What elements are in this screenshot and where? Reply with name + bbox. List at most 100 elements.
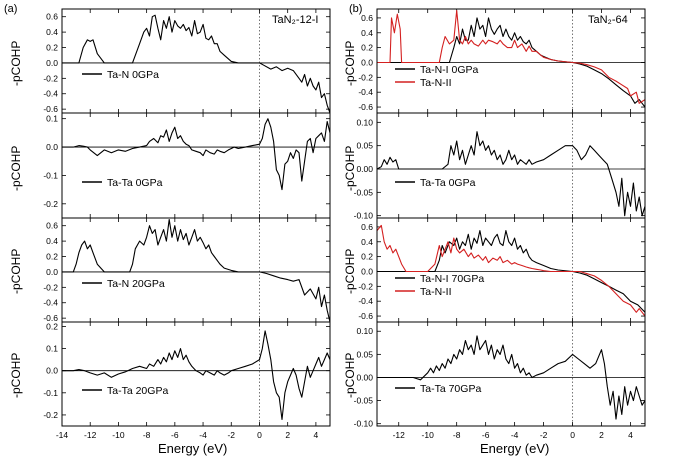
legend-label-a-row3-0: Ta-Ta 20GPa (107, 385, 168, 397)
panel-a-letter: (a) (4, 3, 18, 15)
series-line-a-row0-0 (62, 14, 331, 114)
ytick-label-b-row3: -0.05 (354, 396, 374, 406)
legend-label-b-row1-0: Ta-Ta 0GPa (420, 177, 476, 189)
legend-label-a-row2-0: Ta-N 20GPa (107, 278, 165, 290)
ytick-label-a-row0: 0.4 (46, 27, 58, 37)
ytick-label-b-row3: -0.10 (354, 419, 374, 429)
xtick-label-b: 4 (628, 430, 633, 440)
xtick-label-b: 0 (570, 430, 575, 440)
legend-label-b-row2-0: Ta-N-I 70GPa (420, 273, 484, 285)
xtick-label-b: -12 (393, 430, 406, 440)
ytick-label-a-row2: 0.4 (46, 236, 58, 246)
ytick-label-b-row3: 0.05 (356, 349, 373, 359)
legend-label-b-row2-1: Ta-N-II (420, 286, 452, 298)
panel-b-letter: (b) (349, 3, 363, 15)
ytick-label-b-row3: 0.10 (356, 326, 373, 336)
ylabel-b-row2: -pCOHP (343, 248, 357, 294)
xtick-label-a: -6 (171, 430, 179, 440)
xtick-label-a: -2 (227, 430, 235, 440)
ytick-label-a-row0: -0.4 (43, 89, 58, 99)
xtick-label-b: -2 (540, 430, 548, 440)
series-line-b-row3-0 (377, 335, 646, 420)
ytick-label-a-row3: -0.1 (43, 388, 58, 398)
ytick-label-b-row2: -0.6 (358, 311, 373, 321)
axes-frame-b-row3 (376, 321, 646, 427)
ytick-label-b-row2: -0.4 (358, 296, 373, 306)
series-line-a-row2-0 (62, 218, 331, 323)
xtick-label-b: -8 (453, 430, 461, 440)
ytick-label-b-row0: 0.0 (361, 57, 373, 67)
ytick-label-b-row0: -0.6 (358, 102, 373, 112)
xtick-label-a: -4 (199, 430, 207, 440)
ytick-label-a-row0: -0.2 (43, 73, 58, 83)
xtick-label-a: 4 (314, 430, 319, 440)
series-line-b-row2-0 (377, 230, 646, 313)
ytick-label-a-row0: 0.2 (46, 43, 58, 53)
ytick-label-b-row1: -0.10 (354, 211, 374, 221)
ytick-label-a-row3: 0.1 (46, 344, 58, 354)
series-line-b-row0-1 (377, 9, 646, 104)
xtick-label-a: 2 (285, 430, 290, 440)
axes-frame-a-row3 (61, 321, 331, 427)
ytick-label-b-row1: 0.10 (356, 117, 373, 127)
legend-label-a-row0-0: Ta-N 0GPa (107, 69, 159, 81)
ytick-label-b-row2: 0.0 (361, 266, 373, 276)
xtick-label-a: 0 (257, 430, 262, 440)
ytick-label-a-row0: 0.6 (46, 12, 58, 22)
panel-b-title: TaN₂-64 (588, 14, 628, 26)
ytick-label-b-row1: -0.05 (354, 187, 374, 197)
ytick-label-a-row3: -0.2 (43, 410, 58, 420)
series-line-b-row0-0 (377, 17, 646, 108)
xtick-label-a: -14 (56, 430, 69, 440)
series-line-b-row2-1 (376, 224, 646, 317)
series-line-b-row1-0 (376, 131, 646, 217)
ytick-label-b-row1: 0.00 (356, 164, 373, 174)
ytick-label-a-row2: -0.6 (43, 313, 58, 323)
ytick-label-a-row0: -0.6 (43, 104, 58, 114)
xtick-label-a: -10 (112, 430, 125, 440)
ytick-label-b-row2: 0.2 (361, 252, 373, 262)
ytick-label-b-row0: 0.2 (361, 43, 373, 53)
ytick-label-a-row1: 0.0 (46, 142, 58, 152)
ytick-label-b-row0: 0.4 (361, 28, 373, 38)
xtick-label-b: -6 (482, 430, 490, 440)
series-line-a-row3-0 (62, 330, 331, 420)
xtick-label-b: -10 (422, 430, 435, 440)
ytick-label-a-row2: -0.2 (43, 282, 58, 292)
ytick-label-b-row0: 0.6 (361, 13, 373, 23)
ylabel-a-row3: -pCOHP (9, 352, 23, 398)
ytick-label-b-row0: -0.4 (358, 87, 373, 97)
xtick-label-a: -8 (143, 430, 151, 440)
ylabel-b-row0: -pCOHP (343, 40, 357, 86)
ylabel-b-row1: -pCOHP (343, 145, 357, 191)
ytick-label-b-row2: -0.2 (358, 281, 373, 291)
ytick-label-a-row2: 0.0 (46, 267, 58, 277)
panel-a-title: TaN₂-12-I (272, 14, 319, 26)
xtick-label-b: -4 (511, 430, 519, 440)
series-line-a-row1-0 (62, 118, 331, 191)
legend-label-a-row1-0: Ta-Ta 0GPa (107, 177, 163, 189)
ytick-label-b-row2: 0.6 (361, 222, 373, 232)
ytick-label-b-row0: -0.2 (358, 72, 373, 82)
ytick-label-a-row0: 0.0 (46, 58, 58, 68)
xlabel-b: Energy (eV) (480, 441, 550, 456)
ytick-label-a-row3: 0.0 (46, 366, 58, 376)
ytick-label-a-row1: -0.1 (43, 170, 58, 180)
legend-label-b-row3-0: Ta-Ta 70GPa (420, 383, 481, 395)
xtick-label-b: 2 (599, 430, 604, 440)
ytick-label-a-row2: -0.4 (43, 298, 58, 308)
ylabel-a-row0: -pCOHP (9, 40, 23, 86)
ytick-label-b-row1: 0.05 (356, 141, 373, 151)
ytick-label-a-row2: 0.2 (46, 252, 58, 262)
ylabel-b-row3: -pCOHP (343, 352, 357, 398)
ytick-label-b-row3: 0.00 (356, 372, 373, 382)
xtick-label-a: -12 (84, 430, 97, 440)
xlabel-a: Energy (eV) (158, 441, 228, 456)
ytick-label-b-row2: 0.4 (361, 237, 373, 247)
ytick-label-a-row3: 0.2 (46, 321, 58, 331)
ylabel-a-row2: -pCOHP (9, 248, 23, 294)
ytick-label-a-row1: -0.2 (43, 199, 58, 209)
ytick-label-a-row2: 0.6 (46, 221, 58, 231)
